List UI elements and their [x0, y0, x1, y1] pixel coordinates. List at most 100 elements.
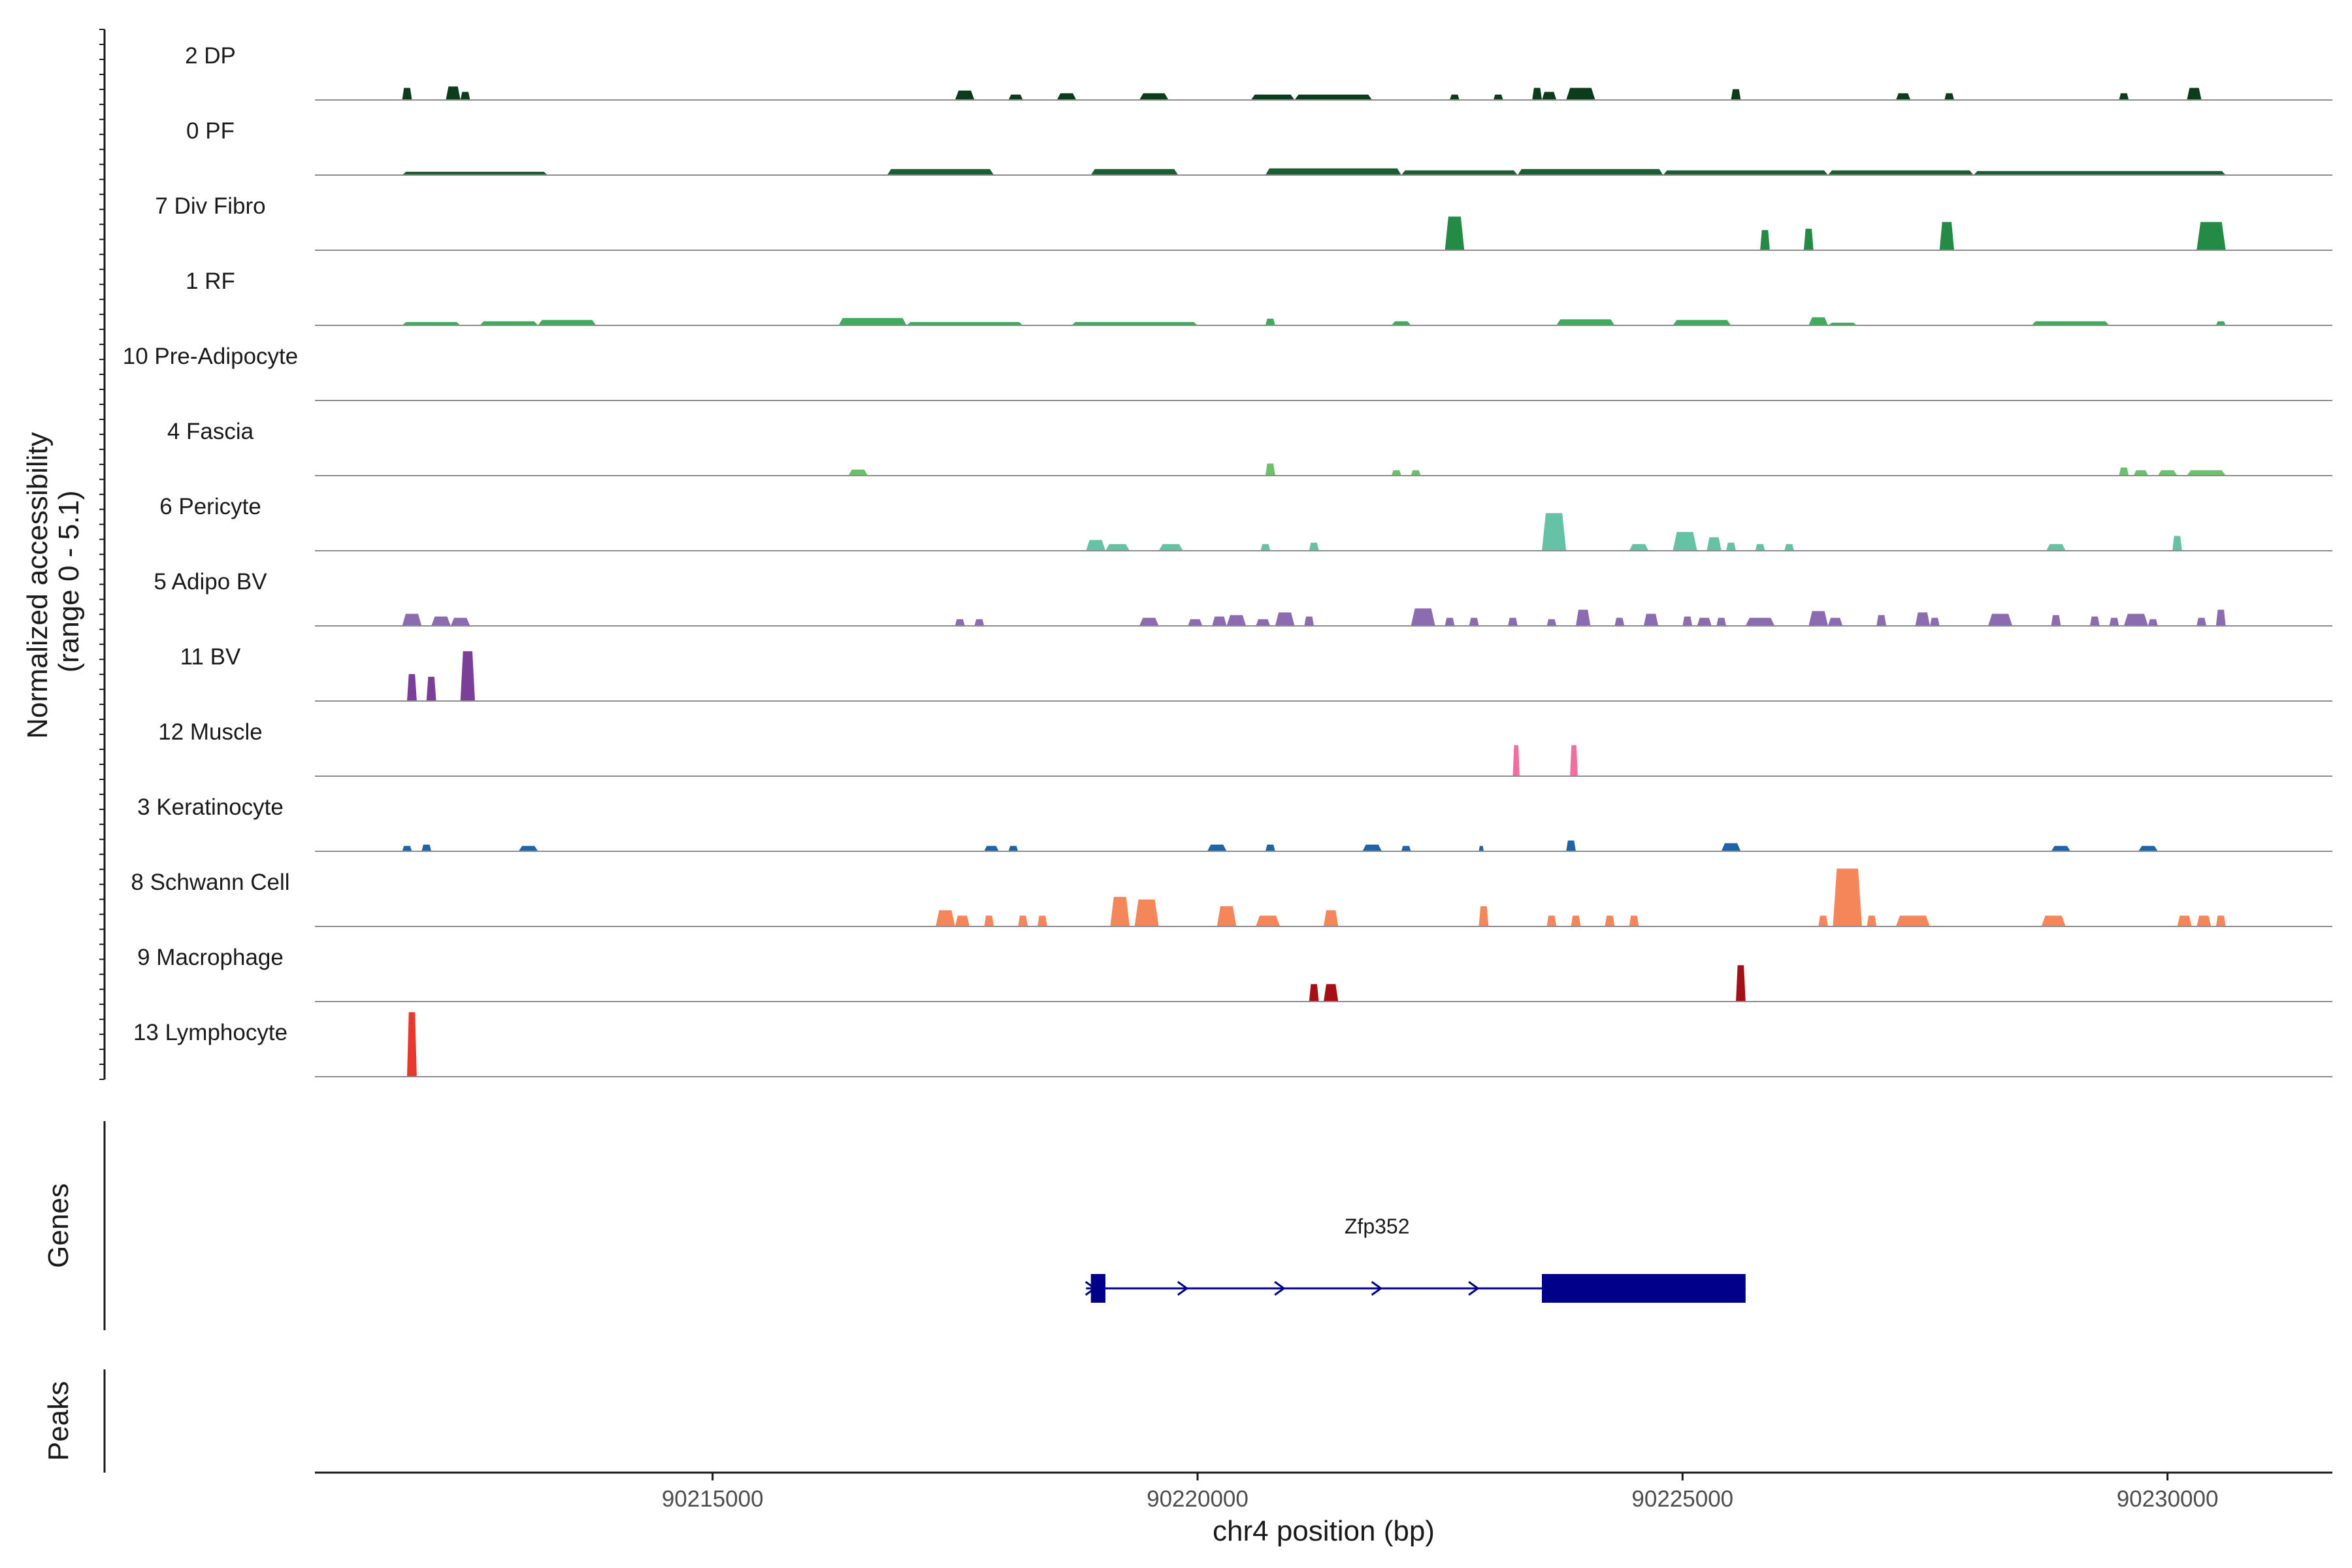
x-tick-label: 90225000 — [1631, 1486, 1733, 1512]
coverage-peak — [1808, 611, 1828, 626]
coverage-peak — [1517, 169, 1663, 175]
coverage-peak — [1294, 94, 1373, 100]
coverage-peak — [2197, 617, 2206, 626]
coverage-peak — [2046, 544, 2066, 551]
strand-arrow — [1274, 1281, 1286, 1296]
coverage-peak — [1265, 844, 1275, 851]
coverage-peak — [2215, 321, 2226, 325]
coverage-peak — [1275, 612, 1295, 626]
coverage-peak — [1493, 94, 1503, 100]
track-2-dp: 2 DP — [185, 43, 2332, 101]
coverage-peak — [2215, 915, 2226, 926]
coverage-peak — [1663, 170, 1828, 175]
coverage-peak — [2148, 619, 2158, 626]
coverage-peak — [2187, 88, 2202, 100]
x-axis-ticks: 90215000 90220000 90225000 90230000 — [662, 1473, 2218, 1512]
coverage-peak — [2051, 615, 2061, 626]
coverage-peak — [1755, 544, 1765, 551]
track-label: 0 PF — [186, 118, 235, 144]
coverage-peak — [906, 321, 1023, 325]
coverage-peak — [1803, 229, 1814, 250]
coverage-peak — [848, 469, 868, 476]
coverage-peak — [1304, 616, 1315, 626]
peaks-panel-label: Peaks — [42, 1381, 74, 1461]
coverage-peak — [2031, 321, 2110, 325]
coverage-peak — [1542, 91, 1557, 100]
coverage-peak — [1256, 915, 1281, 926]
coverage-peak — [1566, 88, 1595, 100]
coverage-peak — [1707, 537, 1722, 551]
strand-arrow — [1177, 1281, 1189, 1296]
track-label: 4 Fascia — [167, 419, 254, 444]
coverage-peak — [1542, 513, 1567, 551]
coverage-peak — [1929, 617, 1940, 626]
coverage-peak — [1546, 619, 1557, 626]
track-6-pericyte: 6 Pericyte — [159, 494, 2332, 551]
coverage-peak — [2215, 610, 2226, 626]
coverage-peak — [955, 915, 970, 926]
coverage-peak — [1226, 615, 1247, 626]
coverage-peak — [1643, 613, 1659, 626]
coverage-peak — [407, 674, 417, 701]
coverage-peak — [1362, 844, 1382, 851]
track-8-schwann-cell: 8 Schwann Cell — [131, 868, 2332, 927]
coverage-peak — [1265, 168, 1401, 175]
coverage-peak — [1469, 617, 1479, 626]
coverage-peak — [1217, 906, 1237, 926]
gene-track: Zfp352 — [1085, 1215, 1746, 1303]
coverage-peak — [1309, 542, 1319, 551]
track-label: 7 Div Fibro — [155, 193, 265, 219]
coverage-peak — [426, 676, 436, 701]
track-label: 3 Keratinocyte — [137, 794, 284, 820]
coverage-peak — [1391, 321, 1411, 325]
coverage-peak — [1876, 615, 1887, 626]
coverage-peak — [1726, 542, 1736, 551]
coverage-peak — [1478, 906, 1489, 926]
strand-arrow — [1468, 1281, 1480, 1296]
coverage-peak — [480, 321, 538, 325]
track-label: 13 Lymphocyte — [133, 1020, 287, 1045]
coverage-peak — [1745, 617, 1775, 626]
coverage-peak — [1265, 463, 1275, 476]
y-axis-title-line1: Normalized accessibility — [22, 432, 54, 738]
y-axis-title-line2: (range 0 - 5.1) — [53, 491, 85, 673]
coverage-peak — [1721, 843, 1741, 851]
coverage-peak — [460, 91, 470, 100]
x-tick-label: 90215000 — [662, 1486, 764, 1512]
track-label: 1 RF — [186, 269, 235, 294]
coverage-peak — [2138, 845, 2158, 851]
coverage-peak — [1944, 93, 1954, 100]
coverage-peak — [1673, 532, 1697, 551]
coverage-peak — [1037, 915, 1047, 926]
coverage-peak — [1250, 94, 1295, 100]
coverage-peak — [1716, 617, 1727, 626]
coverage-peak — [2109, 617, 2119, 626]
track-4-fascia: 4 Fascia — [167, 419, 2332, 476]
track-10-pre-adipocyte: 10 Pre-Adipocyte — [123, 344, 2332, 401]
coverage-peak — [1546, 915, 1557, 926]
coverage-peak — [2119, 93, 2129, 100]
track-label: 10 Pre-Adipocyte — [123, 344, 298, 369]
coverage-peak — [1445, 216, 1465, 250]
track-9-macrophage: 9 Macrophage — [137, 945, 2332, 1002]
coverage-peak — [1895, 93, 1911, 100]
coverage-peak — [1445, 617, 1455, 626]
coverage-peak — [1988, 613, 2013, 626]
track-label: 11 BV — [180, 644, 241, 670]
coverage-peak — [1008, 845, 1019, 851]
coverage-peak — [421, 844, 432, 851]
coverage-peak — [1324, 984, 1339, 1002]
coverage-peak — [460, 651, 475, 701]
track-1-rf: 1 RF — [186, 269, 2332, 326]
coverage-peak — [1939, 221, 1954, 250]
coverage-peak — [1188, 619, 1203, 626]
coverage-peak — [2051, 845, 2071, 851]
strand-arrow — [1371, 1281, 1383, 1296]
coverage-peak — [1784, 544, 1794, 551]
coverage-peak — [1309, 984, 1319, 1002]
gene-exon-small — [1090, 1274, 1105, 1303]
coverage-peak — [1391, 470, 1401, 476]
coverage-peak — [1401, 170, 1518, 175]
coverage-peak — [1411, 608, 1435, 626]
track-3-keratinocyte: 3 Keratinocyte — [137, 794, 2332, 852]
